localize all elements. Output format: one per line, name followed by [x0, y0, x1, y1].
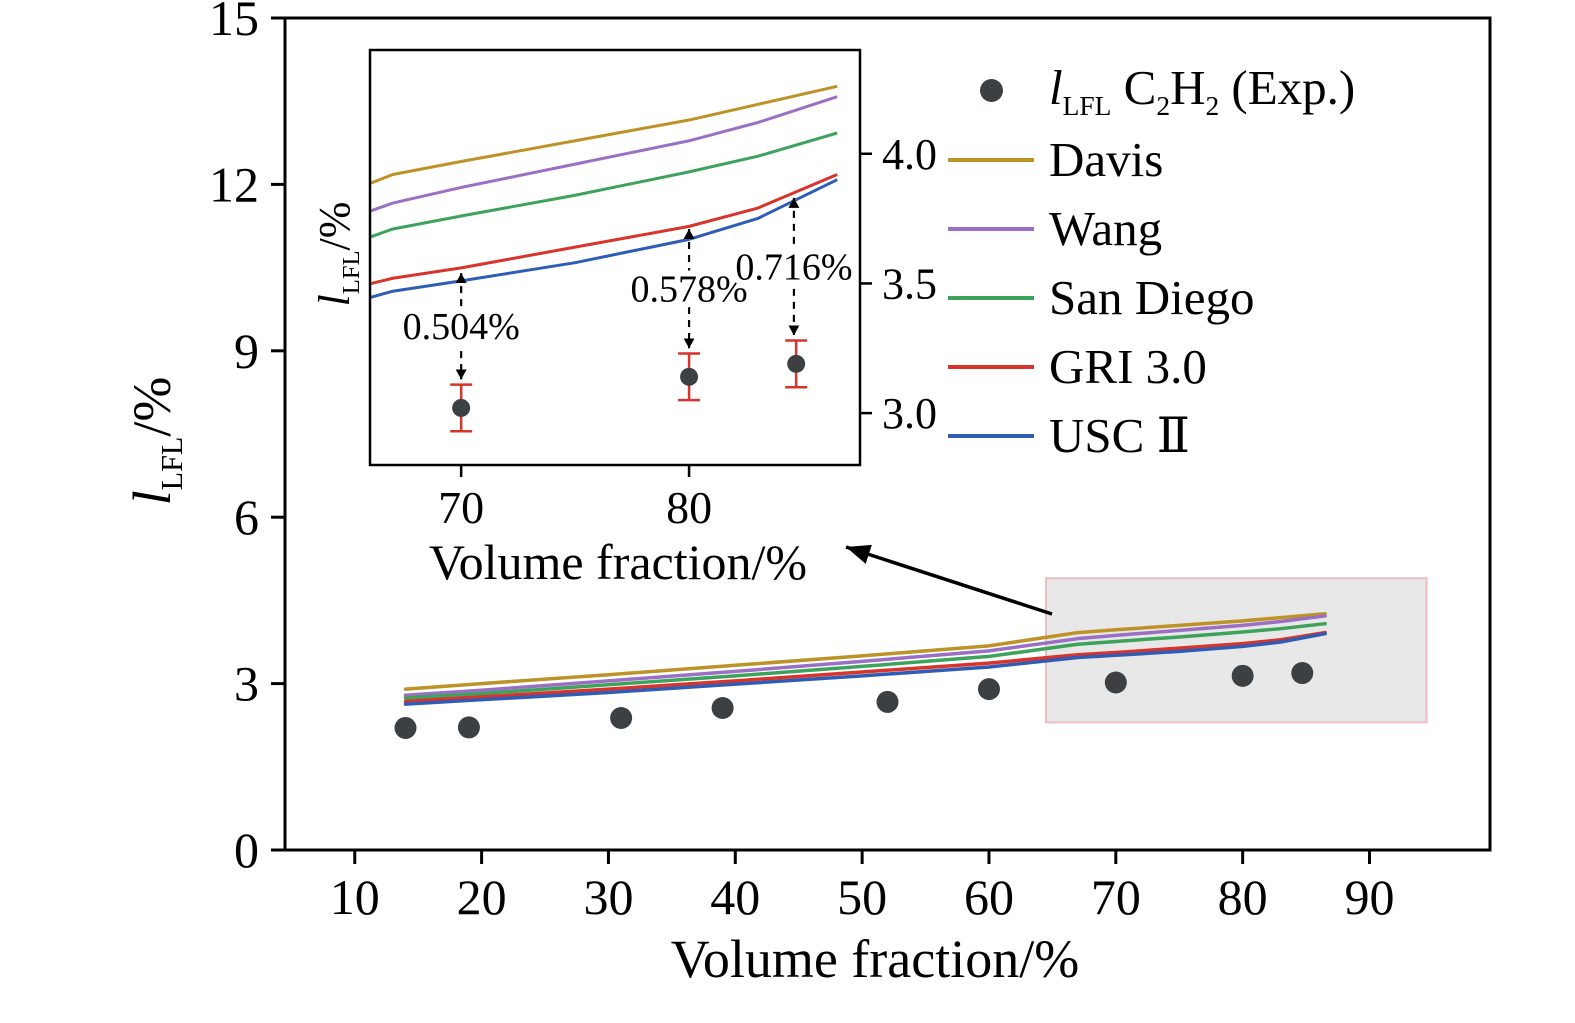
difference-label: 0.716%	[735, 247, 852, 289]
exp-data-point	[394, 716, 417, 739]
highlight-region	[1045, 577, 1428, 724]
inset-x-axis-label: Volume fraction/%	[428, 534, 808, 590]
legend-item-exp: lLFL C2H2 (Exp.)	[945, 56, 1355, 125]
ylabel-subscript: LFL	[154, 436, 189, 491]
y-tick-label: 0	[234, 822, 259, 878]
exp-data-point	[457, 716, 480, 739]
inset-exp-data-point	[452, 398, 471, 417]
legend-marker-cell	[945, 226, 1037, 231]
difference-label: 0.578%	[630, 269, 747, 311]
exp-label-symbol: l	[1049, 60, 1063, 116]
legend-item-gri30: GRI 3.0	[945, 332, 1355, 401]
inset-ylabel-unit: /%	[310, 201, 359, 251]
series-line-san_diego	[403, 621, 1327, 700]
gri30-line-marker-icon	[948, 364, 1034, 369]
legend-item-wang: Wang	[945, 194, 1355, 263]
x-tick-label: 30	[583, 869, 633, 925]
legend-marker-cell	[945, 364, 1037, 369]
series-line-wang	[403, 614, 1327, 697]
inset-x-tick-label: 70	[438, 482, 484, 533]
y-tick-label: 9	[234, 323, 259, 379]
legend-label-usc2: USC Ⅱ	[1049, 408, 1190, 463]
inset-y-tick-label: 3.0	[882, 389, 937, 438]
legend-label-davis: Davis	[1049, 132, 1164, 187]
x-tick-label: 40	[710, 869, 760, 925]
x-tick-label: 50	[837, 869, 887, 925]
inset-background	[370, 50, 860, 465]
usc2-line-marker-icon	[948, 433, 1034, 438]
x-tick-label: 90	[1345, 869, 1395, 925]
y-tick-label: 3	[234, 656, 259, 712]
legend-item-usc2: USC Ⅱ	[945, 401, 1355, 470]
ylabel-symbol: l	[122, 490, 182, 506]
main-y-axis-label: lLFL/%	[121, 341, 189, 541]
legend-label-san-diego: San Diego	[1049, 270, 1255, 325]
inset-series-line-gri30	[370, 173, 838, 286]
legend: lLFL C2H2 (Exp.) Davis Wang San Diego GR…	[945, 56, 1355, 470]
legend-label-exp: lLFL C2H2 (Exp.)	[1049, 59, 1355, 122]
series-line-gri30	[403, 630, 1327, 704]
inset-chart: 0.504% 0.578%0.716% 70 80 3.0 3.5 4.0	[368, 48, 937, 533]
exp-data-point	[876, 690, 899, 713]
legend-label-gri30: GRI 3.0	[1049, 339, 1207, 394]
exp-label-sub2: 2	[1205, 90, 1220, 121]
main-axes-frame	[283, 16, 1492, 852]
exp-label-text2: H	[1170, 60, 1206, 116]
inset-exp-data-point	[680, 367, 699, 386]
x-tick-label: 80	[1218, 869, 1268, 925]
y-tick-label: 15	[209, 0, 259, 46]
main-plot-area: 10 20 30 40 50 60 70 80 90 0 3 6 9 12 15	[209, 0, 1492, 925]
exp-data-point	[610, 706, 633, 729]
legend-marker-cell	[945, 295, 1037, 300]
x-tick-label: 70	[1091, 869, 1141, 925]
exp-label-suffix: (Exp.)	[1219, 60, 1356, 116]
exp-data-point	[711, 697, 734, 720]
inset-series-line-san_diego	[370, 131, 838, 239]
series-line-usc2	[403, 631, 1327, 706]
zoom-callout-arrow	[845, 544, 1053, 616]
legend-marker-cell	[945, 79, 1037, 102]
x-tick-label: 60	[964, 869, 1014, 925]
exp-data-point	[977, 678, 1000, 701]
exp-label-sub1: 2	[1156, 90, 1171, 121]
series-line-davis	[403, 611, 1327, 691]
difference-label: 0.504%	[403, 306, 520, 348]
inset-plot-area	[370, 84, 838, 433]
davis-line-marker-icon	[948, 157, 1034, 162]
y-tick-label: 6	[234, 489, 259, 545]
inset-series-line-davis	[370, 84, 838, 186]
exp-data-point	[1291, 662, 1314, 685]
exp-data-point	[1231, 664, 1254, 687]
legend-label-wang: Wang	[1049, 201, 1163, 256]
exp-label-symbol-sub: LFL	[1062, 90, 1112, 121]
inset-series-line-wang	[370, 95, 838, 213]
main-x-axis-label: Volume fraction/%	[670, 929, 1080, 989]
inset-x-tick-label: 80	[666, 482, 712, 533]
inset-ylabel-symbol: l	[310, 294, 359, 307]
wang-line-marker-icon	[948, 226, 1034, 231]
inset-y-tick-label: 3.5	[882, 259, 937, 308]
legend-marker-cell	[945, 433, 1037, 438]
x-tick-label: 10	[330, 869, 380, 925]
y-tick-label: 12	[209, 156, 259, 212]
inset-y-tick-label: 4.0	[882, 130, 937, 179]
inset-axes-frame	[368, 48, 862, 467]
legend-item-davis: Davis	[945, 125, 1355, 194]
legend-marker-cell	[945, 157, 1037, 162]
exp-label-text: C	[1111, 60, 1157, 116]
san-diego-line-marker-icon	[948, 295, 1034, 300]
inset-exp-data-point	[787, 354, 806, 373]
legend-item-san-diego: San Diego	[945, 263, 1355, 332]
exp-dot-marker-icon	[979, 79, 1003, 102]
inset-series-line-usc2	[370, 178, 838, 300]
inset-ylabel-subscript: LFL	[337, 250, 365, 295]
exp-data-point	[1104, 671, 1127, 694]
x-tick-label: 20	[457, 869, 507, 925]
ylabel-unit: /%	[122, 376, 182, 437]
inset-y-axis-label: lLFL/%	[309, 174, 365, 334]
